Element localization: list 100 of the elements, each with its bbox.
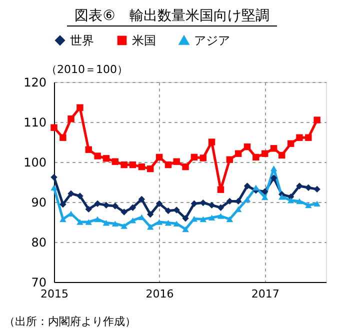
point [190,154,198,161]
point [270,145,278,152]
point [234,206,242,212]
point [120,161,128,168]
point [138,163,146,170]
point [156,219,163,225]
point [60,201,66,208]
legend-label: アジア [194,34,230,48]
y-tick-label: 90 [31,196,46,210]
point [102,202,110,209]
point [244,182,251,190]
point [270,174,278,182]
point [208,202,216,209]
point [226,216,234,222]
point [146,211,154,218]
y-tick-label: 120 [24,76,46,90]
point [182,215,189,222]
point [217,204,224,211]
point [287,140,294,147]
point [244,143,251,150]
point [182,163,189,170]
chart-title: 図表⑥ 輸出数量米国向け堅調 [74,8,270,24]
point [173,158,180,165]
point [76,104,84,111]
point [173,206,180,214]
point [173,220,180,227]
point [164,161,172,168]
y-tick-label: 110 [24,116,46,130]
point [234,150,242,157]
x-tick-label: 2017 [251,288,280,300]
point [208,214,216,221]
point [200,154,206,162]
point [287,197,294,204]
point [261,194,268,200]
point [252,154,260,161]
point [50,184,58,191]
point [94,200,101,207]
point [76,219,84,225]
point [68,115,74,122]
point [314,116,320,124]
point [146,224,154,230]
point [94,216,101,222]
point [120,208,128,216]
point [50,124,58,131]
y-tick-label: 70 [31,276,46,290]
point [112,220,119,227]
point [102,155,110,162]
point [226,156,234,163]
point [112,158,119,165]
point [314,200,320,207]
point [261,150,268,157]
point [156,154,163,161]
point [129,161,136,168]
point [190,200,198,207]
point [305,202,312,208]
point [68,190,74,197]
point [244,196,251,202]
point [85,206,92,213]
point [120,223,128,229]
point [164,220,172,226]
point [76,192,84,200]
point [296,182,303,190]
point [138,214,146,220]
point [217,213,224,219]
point [156,200,163,207]
legend-label: 世界 [70,33,94,48]
point [200,216,206,222]
point [85,146,92,153]
point [200,199,206,206]
point [305,184,312,191]
point [164,207,172,214]
point [208,138,216,146]
point [278,152,286,159]
point [60,134,66,141]
point [296,134,303,141]
point [112,202,119,210]
y-tick-label: 80 [31,236,46,250]
point [278,194,286,200]
point [190,216,198,222]
point [182,226,189,232]
point [305,134,312,141]
point [314,186,320,193]
point [50,174,58,181]
text: （2010＝100） [46,63,128,76]
point [261,188,268,195]
point [94,152,101,160]
x-tick-label: 2015 [40,288,68,300]
point [217,186,224,193]
x-tick-label: 2016 [146,288,174,300]
point [138,196,146,203]
text: （出所：内閣府より作成） [4,315,136,328]
point [146,165,154,172]
point [270,165,278,172]
point [102,220,110,226]
point [129,204,136,211]
legend-label: 米国 [132,33,156,48]
y-tick-label: 100 [24,156,46,170]
point [296,198,303,204]
point [85,219,92,225]
point [252,184,260,191]
